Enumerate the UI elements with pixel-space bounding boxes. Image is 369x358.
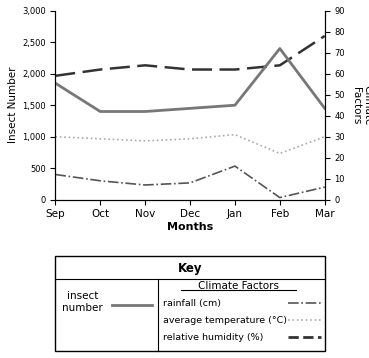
Text: Key: Key: [178, 262, 202, 275]
Text: average temperature (°C): average temperature (°C): [163, 316, 287, 325]
Text: insect
number: insect number: [62, 291, 103, 313]
Text: rainfall (cm): rainfall (cm): [163, 299, 221, 308]
Text: Climate Factors: Climate Factors: [198, 281, 279, 291]
Y-axis label: Climate
Factors: Climate Factors: [351, 85, 369, 125]
Y-axis label: Insect Number: Insect Number: [8, 67, 18, 144]
Text: relative humidity (%): relative humidity (%): [163, 333, 263, 342]
X-axis label: Months: Months: [167, 222, 213, 232]
